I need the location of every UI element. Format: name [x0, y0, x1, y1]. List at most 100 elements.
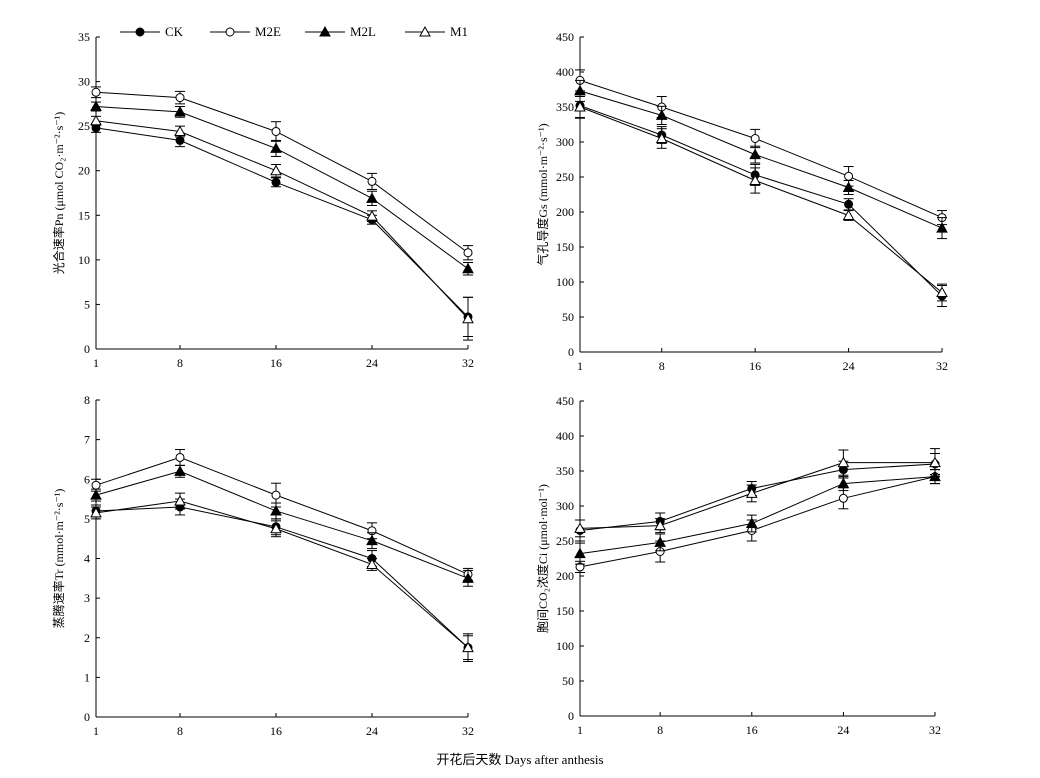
- legend-label-m2l: M2L: [350, 24, 376, 39]
- y-tick-label: 5: [84, 512, 90, 526]
- data-point-m1: [270, 164, 282, 176]
- y-tick-label: 200: [556, 569, 574, 583]
- data-point-m2e: [175, 452, 185, 462]
- data-point-m2l: [270, 142, 282, 153]
- x-tick-label: 32: [462, 724, 474, 738]
- y-tick-label: 50: [562, 310, 574, 324]
- series-line-ck: [95, 506, 469, 649]
- y-tick-label: 100: [556, 639, 574, 653]
- series-line-m1: [579, 106, 943, 293]
- data-point-m2l: [574, 84, 586, 96]
- y-tick-label: 450: [556, 394, 574, 408]
- data-point-m1: [366, 558, 378, 569]
- series-line-m1: [95, 120, 469, 320]
- data-point-m2l: [749, 148, 762, 160]
- x-tick-label: 16: [746, 723, 758, 737]
- series-line-ck: [95, 127, 469, 318]
- y-tick-label: 2: [84, 631, 90, 645]
- x-tick-label: 1: [577, 723, 583, 737]
- y-tick-label: 100: [556, 275, 574, 289]
- series-m2l: [90, 100, 474, 276]
- series-line-m2e: [579, 79, 943, 219]
- series-m1: [574, 96, 948, 302]
- series-line-m2e: [579, 476, 936, 568]
- series-line-m2l: [95, 470, 469, 579]
- legend-marker-m2l: [319, 25, 331, 37]
- y-tick-label: 0: [568, 709, 574, 723]
- data-point-ck: [844, 199, 854, 209]
- chart-panel-4: 0 50 100 150 200 250 300 350 400 450 1 8 16 24 32 胞间CO₂…: [535, 394, 941, 737]
- data-point-m2l: [366, 534, 378, 546]
- data-point-m1: [90, 506, 102, 518]
- y-tick-label: 1: [84, 670, 90, 684]
- y-tick-label: 400: [556, 65, 574, 79]
- data-point-m1: [366, 210, 378, 221]
- data-point-m1: [936, 286, 948, 297]
- y-tick-label: 30: [78, 75, 90, 89]
- legend-item-m2e: M2E: [210, 24, 281, 39]
- series-m1: [90, 492, 474, 663]
- data-point-m2l: [462, 262, 474, 274]
- y-tick-label: 8: [84, 393, 90, 407]
- y-tick-label: 3: [84, 591, 90, 605]
- y-tick-label: 450: [556, 30, 574, 44]
- data-point-m2l: [90, 489, 102, 500]
- data-point-m2l: [174, 105, 186, 117]
- y-tick-label: 35: [78, 30, 90, 44]
- y-tick-label: 200: [556, 205, 574, 219]
- y-tick-label: 300: [556, 499, 574, 513]
- x-tick-label: 24: [843, 359, 855, 373]
- data-point-m2e: [271, 126, 281, 136]
- y-tick-label: 350: [556, 464, 574, 478]
- y-tick-label: 15: [78, 208, 90, 222]
- data-point-m1: [655, 132, 668, 143]
- legend-label-m1: M1: [450, 24, 468, 39]
- x-tick-label: 1: [93, 356, 99, 370]
- y-tick-label: 6: [84, 472, 90, 486]
- data-point-m2l: [936, 222, 948, 233]
- data-point-m2e: [844, 171, 854, 181]
- x-tick-label: 8: [177, 724, 183, 738]
- data-point-m1: [929, 456, 941, 468]
- y-tick-label: 350: [556, 100, 574, 114]
- series-ck: [575, 92, 947, 307]
- chart-panel-1: 0 5 10 15 20 25 30 35 1 8 16 24 32 光合速率Pn (μmol CO₂·m…: [51, 30, 474, 370]
- legend-marker-m1: [419, 25, 431, 37]
- data-point-m2l: [574, 547, 586, 559]
- series-m2l: [90, 464, 474, 587]
- series-m2e: [575, 69, 947, 226]
- data-point-m2e: [175, 93, 185, 103]
- series-line-m2l: [95, 106, 469, 270]
- legend: CK M2E M2L M1: [120, 24, 468, 39]
- data-point-m1: [842, 209, 855, 220]
- series-m2e: [91, 449, 473, 581]
- x-tick-label: 32: [929, 723, 941, 737]
- data-point-m2l: [842, 181, 855, 192]
- series-line-m2l: [579, 476, 936, 555]
- data-point-m1: [174, 125, 186, 136]
- data-point-m2l: [654, 536, 667, 547]
- series-m2l: [574, 469, 941, 565]
- legend-item-m2l: M2L: [305, 24, 376, 39]
- series-line-m1: [95, 500, 469, 649]
- y-tick-label: 250: [556, 534, 574, 548]
- y-axis-label: 气孔导度Gs (mmol·m⁻²·s⁻¹): [535, 123, 550, 265]
- data-point-ck: [271, 177, 281, 187]
- data-point-m2l: [174, 465, 186, 476]
- x-tick-label: 24: [366, 356, 378, 370]
- data-point-ck: [175, 135, 185, 145]
- y-tick-label: 0: [84, 342, 90, 356]
- data-point-m2l: [837, 477, 850, 489]
- y-tick-label: 50: [562, 674, 574, 688]
- legend-item-ck: CK: [120, 24, 184, 39]
- series-line-ck: [579, 105, 943, 297]
- x-tick-label: 32: [462, 356, 474, 370]
- data-point-m1: [837, 456, 850, 468]
- y-tick-label: 0: [568, 345, 574, 359]
- x-axis-caption: 开花后天数 Days after anthesis: [436, 752, 603, 767]
- x-tick-label: 8: [177, 356, 183, 370]
- data-point-m1: [654, 519, 667, 531]
- x-tick-label: 8: [659, 359, 665, 373]
